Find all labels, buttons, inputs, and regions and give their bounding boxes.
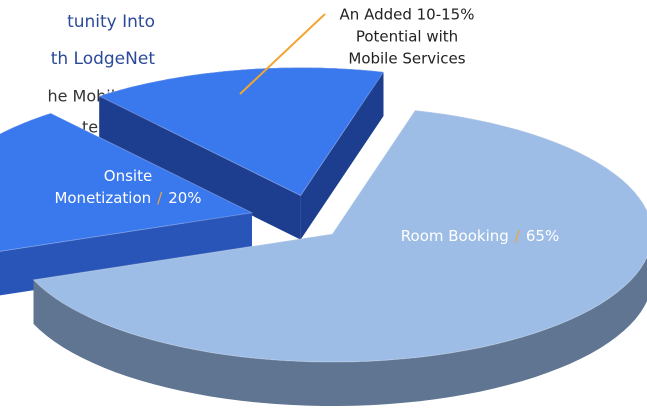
heading-line: th LodgeNet [51,49,156,69]
slice [0,112,254,252]
category-label: Onsite [104,167,152,185]
separator: / [157,189,163,207]
slice-label: Onsite [104,167,152,185]
value-label: 20% [168,189,201,207]
slice-side [99,96,301,240]
annotation: Mobile Services [348,50,465,68]
slice [32,109,647,363]
slice-side [0,212,252,296]
category-label: Monetization [54,189,151,207]
annotation: An Added 10-15% [340,6,475,24]
annotation: Potential with [356,28,458,46]
slice [97,67,385,197]
value-label: 65% [526,227,559,245]
separator: / [515,227,521,245]
pie [0,67,647,406]
slice-label: Monetization / 20% [54,189,201,207]
category-label: Room Booking [401,227,509,245]
labels: Room Booking / 65% Onsite Monetization / 20% An… [54,6,559,245]
heading-line: tunity Into [67,12,155,32]
slice-label: Room Booking / 65% [401,227,559,245]
annotation-line [239,13,326,95]
